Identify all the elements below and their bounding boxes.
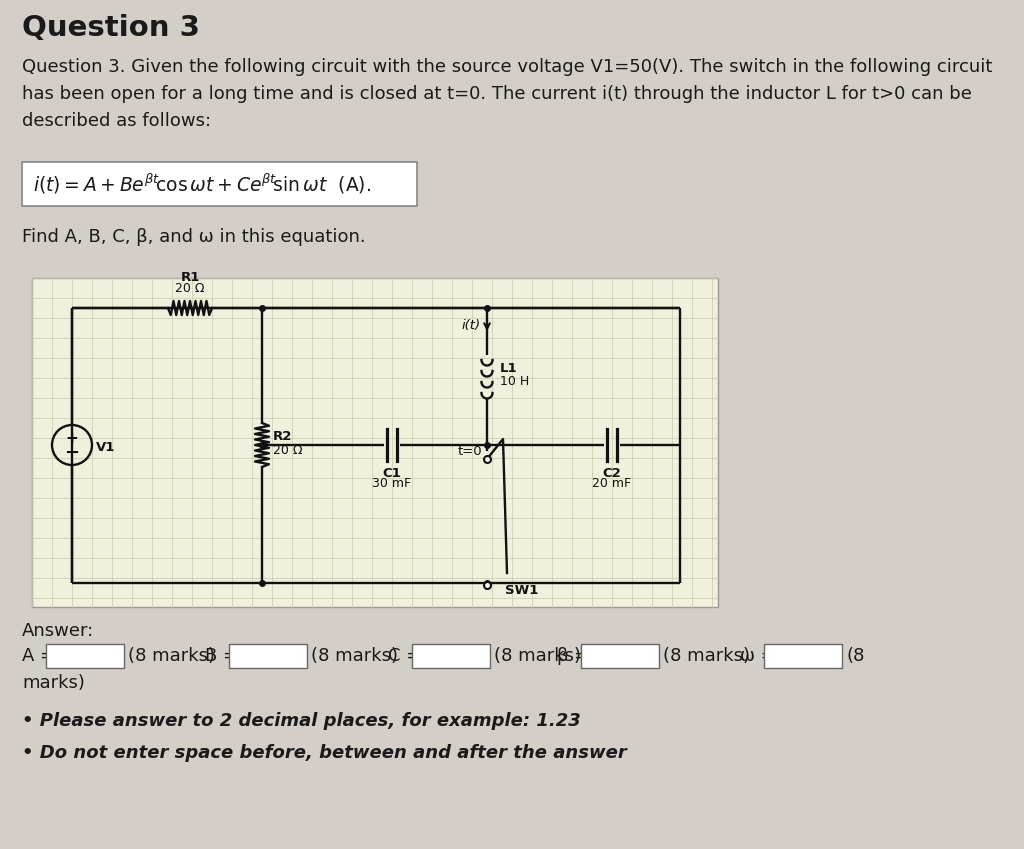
Bar: [32, 278, 718, 607]
Bar: [581, 644, 659, 668]
Text: 20 Ω: 20 Ω: [273, 443, 302, 457]
Text: SW1: SW1: [505, 584, 539, 598]
Text: marks): marks): [22, 674, 85, 692]
Text: C =: C =: [388, 647, 421, 665]
Bar: [229, 644, 307, 668]
Text: i(t): i(t): [462, 319, 481, 333]
Text: A =: A =: [22, 647, 55, 665]
Text: R1: R1: [180, 271, 200, 284]
Text: Answer:: Answer:: [22, 622, 94, 640]
Text: (8: (8: [846, 647, 864, 665]
Text: 10 H: 10 H: [500, 375, 529, 388]
Text: Find A, B, C, β, and ω in this equation.: Find A, B, C, β, and ω in this equation.: [22, 228, 366, 246]
Bar: [764, 644, 842, 668]
Text: (8 marks): (8 marks): [128, 647, 215, 665]
Text: C2: C2: [603, 467, 622, 480]
Text: −: −: [65, 444, 80, 462]
Text: • Please answer to 2 decimal places, for example: 1.23: • Please answer to 2 decimal places, for…: [22, 712, 581, 730]
Text: 20 mF: 20 mF: [593, 477, 632, 490]
Text: (8 marks): (8 marks): [311, 647, 398, 665]
Text: 30 mF: 30 mF: [373, 477, 412, 490]
Text: • Do not enter space before, between and after the answer: • Do not enter space before, between and…: [22, 744, 627, 762]
Text: V1: V1: [96, 441, 116, 453]
Text: L1: L1: [500, 362, 517, 375]
Text: R2: R2: [273, 430, 293, 442]
Text: B =: B =: [205, 647, 238, 665]
FancyBboxPatch shape: [22, 162, 417, 206]
Text: Question 3. Given the following circuit with the source voltage V1=50(V). The sw: Question 3. Given the following circuit …: [22, 58, 992, 130]
Text: (8 marks): (8 marks): [663, 647, 750, 665]
Text: 20 Ω: 20 Ω: [175, 282, 205, 295]
Text: $i(t) = A + Be^{\beta t}\!\cos\omega t + Ce^{\beta t}\!\sin\omega t\ \ \mathrm{(: $i(t) = A + Be^{\beta t}\!\cos\omega t +…: [33, 171, 371, 196]
Bar: [412, 644, 490, 668]
Text: +: +: [66, 430, 79, 446]
Text: t=0: t=0: [458, 445, 482, 458]
Bar: [46, 644, 124, 668]
Text: Question 3: Question 3: [22, 14, 200, 42]
Text: ω =: ω =: [740, 647, 776, 665]
Text: C1: C1: [383, 467, 401, 480]
Text: β =: β =: [557, 647, 589, 665]
Text: (8 marks): (8 marks): [494, 647, 581, 665]
